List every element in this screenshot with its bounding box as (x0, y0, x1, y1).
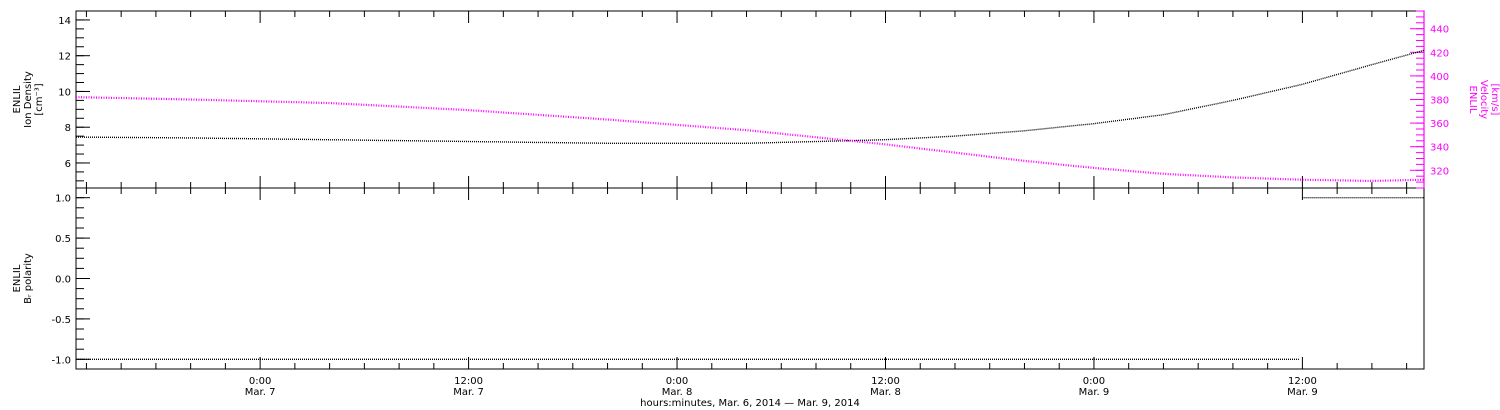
left-tick-label-bottom: 1.0 (55, 194, 71, 205)
left-tick-label-top: 12 (58, 52, 71, 63)
series-top-1 (75, 96, 1425, 183)
x-tick-date-label: Mar. 7 (245, 387, 276, 398)
right-tick-label: 340 (1430, 143, 1449, 154)
x-tick-time-label: 0:00 (1083, 376, 1105, 387)
right-axis-title: ENLIL (1467, 86, 1478, 114)
x-tick-time-label: 12:00 (1288, 376, 1317, 387)
left-axis-title-top: Ion Density (23, 71, 34, 128)
left-tick-label-top: 6 (65, 159, 71, 170)
x-tick-time-label: 0:00 (666, 376, 688, 387)
left-tick-label-top: 14 (58, 16, 71, 27)
left-tick-label-bottom: -0.5 (51, 315, 71, 326)
left-tick-label-top: 8 (65, 123, 71, 134)
x-tick-date-label: Mar. 8 (662, 387, 693, 398)
x-axis-title: hours:minutes, Mar. 6, 2014 — Mar. 9, 20… (640, 398, 860, 409)
right-tick-label: 440 (1430, 25, 1449, 36)
right-tick-label: 420 (1430, 48, 1449, 59)
left-tick-label-top: 10 (58, 87, 71, 98)
left-tick-label-bottom: -1.0 (51, 355, 71, 366)
x-tick-time-label: 12:00 (871, 376, 900, 387)
x-tick-date-label: Mar. 8 (870, 387, 901, 398)
left-axis-title-bottom: ENLIL (12, 264, 23, 292)
panel-frame-bottom (75, 187, 1425, 370)
x-tick-date-label: Mar. 9 (1079, 387, 1110, 398)
x-tick-date-label: Mar. 7 (453, 387, 484, 398)
x-tick-date-label: Mar. 9 (1287, 387, 1318, 398)
right-axis-title: Velocity (1478, 80, 1489, 119)
right-tick-label: 360 (1430, 119, 1449, 130)
left-axis-title-top: ENLIL (12, 85, 23, 113)
x-tick-time-label: 0:00 (249, 376, 271, 387)
left-axis-title-top: [cm⁻³] (34, 83, 45, 115)
x-tick-time-label: 12:00 (454, 376, 483, 387)
left-axis-title-bottom: Bᵣ polarity (23, 253, 34, 304)
right-tick-label: 380 (1430, 96, 1449, 107)
series-top-0 (75, 49, 1425, 144)
left-tick-label-bottom: 0.0 (55, 275, 71, 286)
right-axis-title: [km/s] (1489, 84, 1500, 116)
panel-frame-top (75, 10, 1425, 189)
right-tick-label: 400 (1430, 72, 1449, 83)
left-tick-label-bottom: 0.5 (55, 234, 71, 245)
right-tick-label: 320 (1430, 166, 1449, 177)
